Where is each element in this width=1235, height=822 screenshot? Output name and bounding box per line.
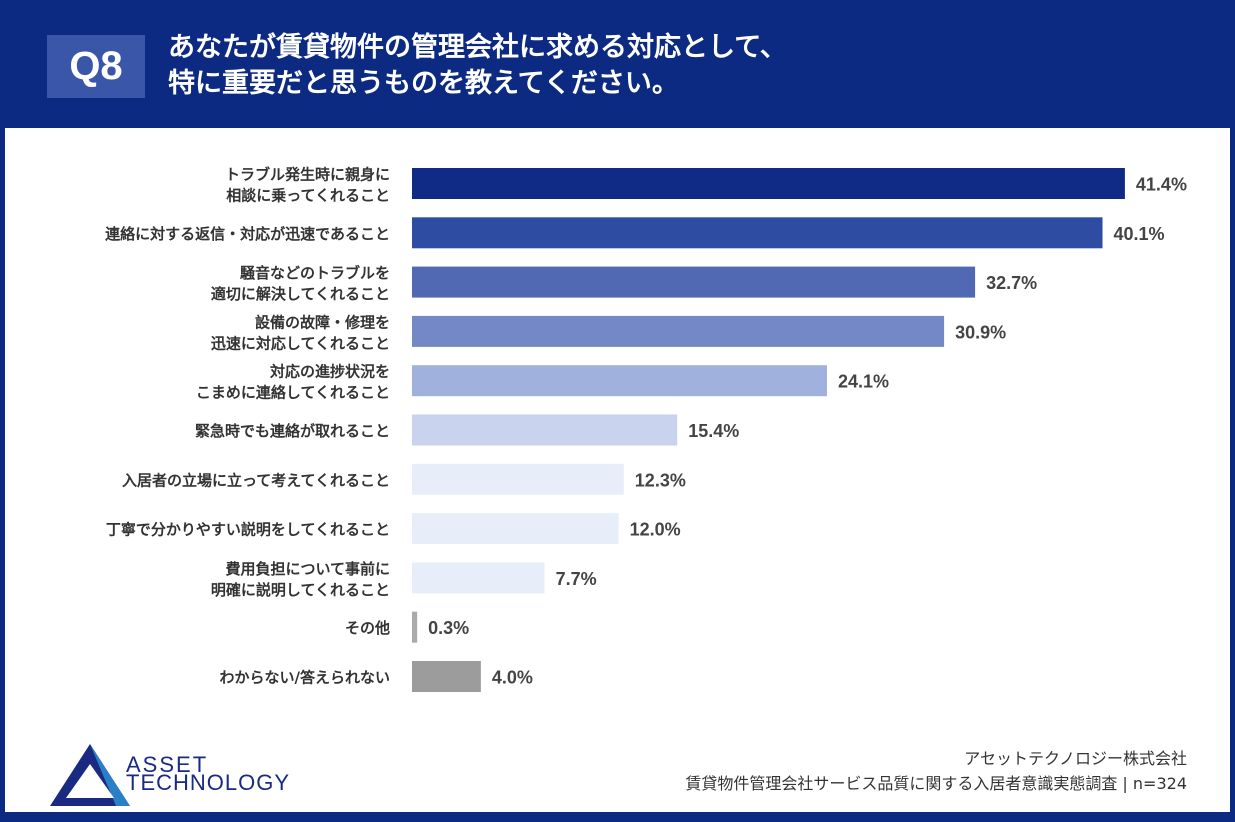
category-label: 適切に解決してくれること [211,285,390,303]
category-label: 緊急時でも連絡が取れること [195,422,390,440]
bar [412,463,624,495]
value-label: 4.0% [492,668,533,688]
title-line-2: 特に重要だと思うものを教えてください。 [168,68,679,99]
value-label: 7.7% [556,569,597,589]
bar [412,562,545,594]
logo-text-1: ASSET [126,752,208,777]
category-label: 明確に説明してくれること [211,581,390,599]
logo-text-2: TECHNOLOGY [126,770,290,795]
category-label: その他 [345,619,390,637]
category-label: わからない/答えられない [220,669,390,687]
category-label: トラブル発生時に親身に [225,166,390,184]
value-label: 30.9% [955,322,1006,342]
category-label: 費用負担について事前に [225,560,390,578]
bar [412,513,619,545]
category-label: 迅速に対応してくれること [211,334,390,352]
page-title: あなたが賃貸物件の管理会社に求める対応として、 特に重要だと思うものを教えてくだ… [168,30,787,102]
bar [412,611,418,643]
bar [412,168,1125,199]
value-label: 24.1% [838,372,889,392]
category-label: 連絡に対する返信・対応が迅速であること [105,225,390,243]
category-label: 相談に乗ってくれること [226,187,390,205]
question-badge: Q8 [47,35,145,98]
category-label: こまめに連絡してくれること [196,384,390,402]
value-label: 15.4% [688,421,739,441]
value-label: 40.1% [1114,224,1165,244]
value-label: 41.4% [1136,175,1187,195]
company-name: アセットテクノロジー株式会社 [964,749,1187,768]
bar [412,217,1103,249]
title-line-1: あなたが賃貸物件の管理会社に求める対応として、 [168,32,787,63]
logo-triangle-icon: ASSET TECHNOLOGY [50,744,290,806]
bar [412,266,976,298]
survey-name: 賃貸物件管理会社サービス品質に関する入居者意識実態調査 | n=324 [685,774,1187,793]
value-label: 12.3% [635,470,686,490]
asset-technology-logo: ASSET TECHNOLOGY [48,742,348,812]
bar [412,661,481,692]
category-label: 丁寧で分かりやすい説明をしてくれること [106,521,390,539]
bar [412,315,945,347]
footer: アセットテクノロジー株式会社 賃貸物件管理会社サービス品質に関する入居者意識実態… [685,746,1187,796]
bar [412,365,828,397]
category-label: 入居者の立場に立って考えてくれること [122,471,390,489]
category-label: 騒音などのトラブルを [240,264,390,282]
value-label: 32.7% [986,273,1037,293]
category-label: 対応の進捗状況を [269,363,390,381]
value-label: 12.0% [630,520,681,540]
category-label: 設備の故障・修理を [255,313,390,331]
value-label: 0.3% [428,618,469,638]
bar [412,414,678,446]
